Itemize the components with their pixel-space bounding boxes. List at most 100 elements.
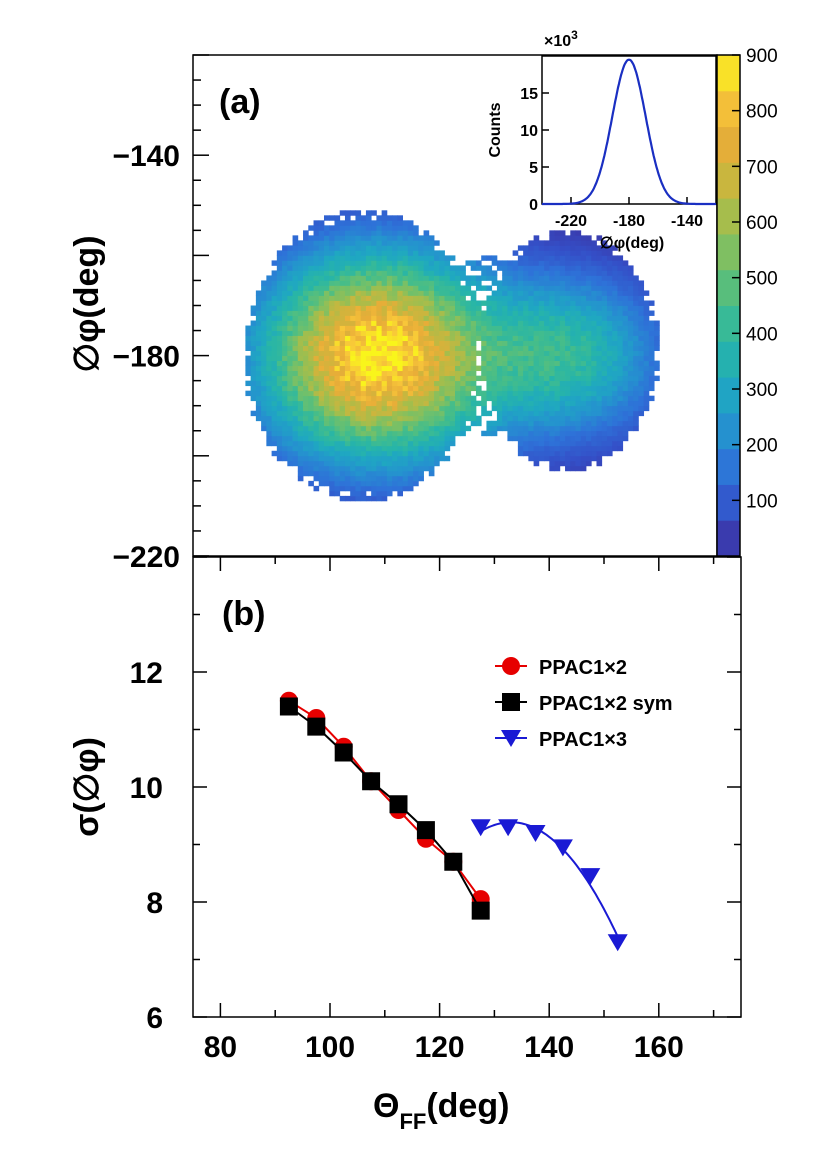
heatmap-cell (502, 285, 508, 291)
heatmap-cell (392, 285, 398, 291)
heatmap-cell (606, 395, 613, 402)
heatmap-cell (397, 290, 403, 296)
heatmap-cell (580, 295, 587, 301)
heatmap-cell (612, 415, 618, 422)
heatmap-cell (423, 295, 430, 301)
heatmap-cell (255, 410, 262, 417)
heatmap-cell (423, 420, 430, 427)
heatmap-cell (570, 300, 576, 306)
heatmap-cell (365, 435, 372, 442)
heatmap-cell (386, 340, 393, 346)
heatmap-cell (601, 290, 608, 296)
heatmap-cell (287, 300, 293, 306)
heatmap-cell (486, 365, 493, 372)
heatmap-cell (365, 250, 372, 256)
heatmap-cell (407, 300, 414, 306)
heatmap-cell (407, 455, 414, 462)
heatmap-cell (407, 290, 414, 296)
heatmap-cell (544, 445, 550, 452)
heatmap-cell (261, 425, 267, 432)
heatmap-cell (287, 330, 293, 336)
heatmap-cell (580, 240, 587, 246)
heatmap-cell (339, 250, 346, 256)
heatmap-cell (350, 395, 356, 402)
heatmap-cell (559, 380, 566, 387)
heatmap-cell (538, 425, 545, 432)
heatmap-cell (329, 225, 335, 231)
heatmap-cell (303, 375, 309, 382)
heatmap-cell (355, 395, 362, 402)
heatmap-cell (360, 430, 367, 437)
heatmap-cell (622, 335, 629, 341)
heatmap-cell (507, 435, 514, 442)
heatmap-cell (365, 395, 372, 402)
heatmap-cell (559, 410, 566, 417)
heatmap-cell (512, 345, 519, 351)
heatmap-cell (423, 380, 430, 387)
heatmap-cell (633, 395, 639, 402)
heatmap-cell (612, 345, 618, 351)
heatmap-cell (434, 340, 440, 346)
heatmap-cell (517, 290, 524, 296)
heatmap-cell (344, 235, 351, 241)
heatmap-cell (376, 295, 383, 301)
heatmap-cell (502, 390, 508, 397)
heatmap-cell (355, 420, 362, 427)
heatmap-cell (397, 450, 403, 457)
heatmap-cell (601, 260, 608, 266)
heatmap-cell (324, 295, 330, 301)
heatmap-cell (554, 290, 561, 296)
heatmap-cell (381, 275, 388, 281)
heatmap-cell (344, 390, 351, 397)
heatmap-cell (570, 445, 576, 452)
heatmap-cell (638, 350, 645, 356)
heatmap-cell (339, 300, 346, 306)
heatmap-cell (512, 315, 519, 321)
heatmap-cell (313, 270, 320, 276)
heatmap-cell (292, 425, 299, 432)
inset-background (542, 56, 716, 204)
heatmap-cell (554, 245, 561, 251)
heatmap-cell (491, 320, 498, 326)
heatmap-cell (528, 275, 534, 281)
heatmap-cell (549, 400, 555, 407)
heatmap-cell (297, 430, 304, 437)
heatmap-cell (386, 250, 393, 256)
heatmap-cell (523, 300, 529, 306)
heatmap-cell (523, 320, 529, 326)
heatmap-cell (287, 460, 293, 467)
heatmap-cell (418, 410, 424, 417)
heatmap-cells (245, 210, 660, 502)
panel-a-label: (a) (219, 83, 261, 121)
heatmap-cell (475, 300, 482, 306)
heatmap-cell (271, 285, 278, 291)
heatmap-cell (439, 280, 445, 286)
heatmap-cell (407, 385, 414, 392)
heatmap-cell (381, 370, 388, 377)
heatmap-cell (439, 455, 445, 462)
heatmap-cell (292, 250, 299, 256)
heatmap-cell (470, 405, 477, 412)
heatmap-cell (329, 490, 335, 497)
heatmap-cell (554, 320, 561, 326)
heatmap-cell (371, 235, 377, 241)
heatmap-cell (287, 310, 293, 316)
heatmap-cell (334, 305, 341, 311)
heatmap-cell (386, 220, 393, 226)
heatmap-cell (449, 290, 456, 296)
heatmap-cell (470, 330, 477, 336)
heatmap-cell (502, 305, 508, 311)
heatmap-cell (276, 390, 283, 397)
heatmap-cell (428, 325, 435, 331)
heatmap-cell (334, 300, 341, 306)
heatmap-cell (612, 405, 618, 412)
heatmap-cell (392, 280, 398, 286)
heatmap-cell (303, 270, 309, 276)
heatmap-cell (565, 405, 571, 412)
heatmap-cell (596, 390, 603, 397)
heatmap-cell (318, 370, 325, 377)
heatmap-cell (612, 365, 618, 372)
heatmap-cell (308, 435, 314, 442)
heatmap-cell (355, 260, 362, 266)
heatmap-cell (423, 460, 430, 467)
